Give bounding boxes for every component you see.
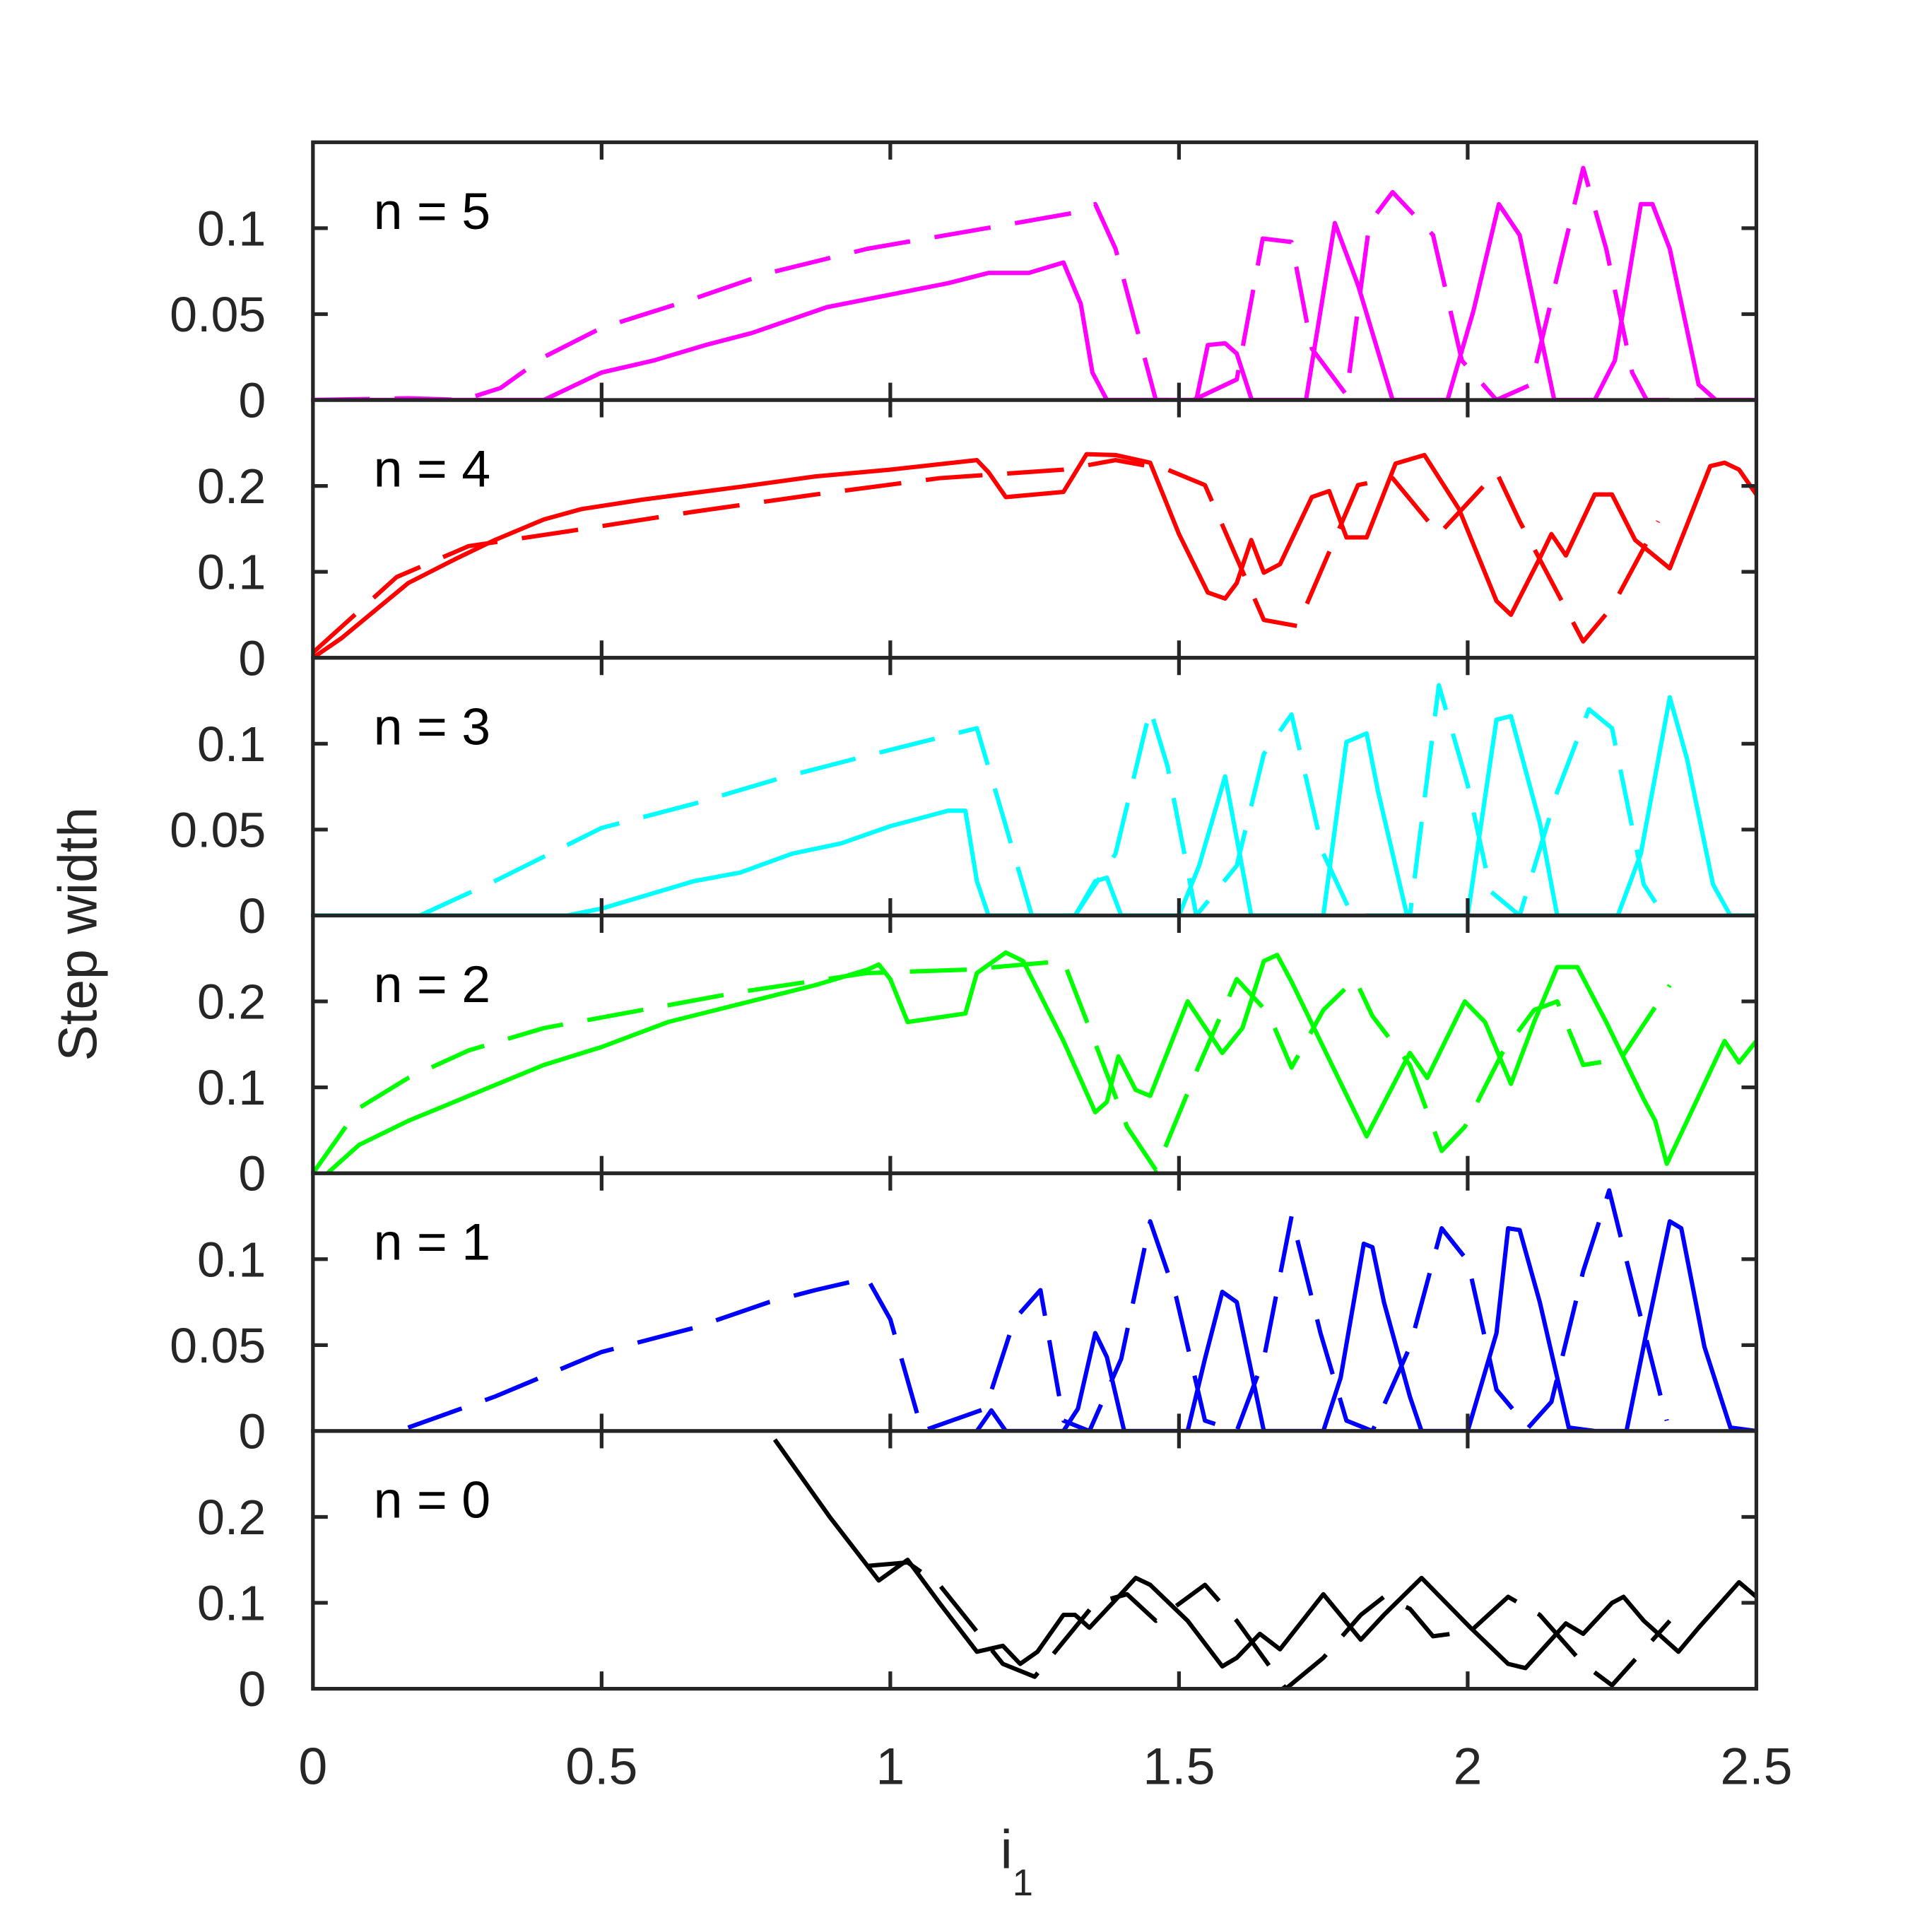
panel-label: n = 5 [374, 182, 491, 240]
panel-n1: 0 0.05 0.1 n = 1 [170, 1171, 1759, 1459]
y-tick-label: 0.2 [197, 459, 266, 514]
panel-n5: 0 0.05 0.1 n = 5 [170, 140, 1759, 428]
x-axis-label-subscript: 1 [1013, 1862, 1033, 1904]
y-tick-label: 0.2 [197, 1490, 266, 1545]
panel-n4: 0 0.1 0.2 n = 4 [197, 398, 1759, 685]
panel-label: n = 4 [374, 440, 491, 498]
solid-series-line [974, 1219, 1757, 1431]
dashed-series-line [312, 457, 1661, 654]
y-tick-label: 0.05 [170, 287, 266, 342]
solid-series-line [312, 201, 1757, 401]
y-tick-label: 0 [238, 1661, 266, 1717]
panel-frame [311, 1429, 1759, 1691]
solid-series-line [312, 452, 1757, 658]
dashed-series-line [312, 958, 1672, 1174]
panel-frame [311, 398, 1759, 660]
panel-n3: 0 0.05 0.1 n = 3 [170, 656, 1759, 943]
y-tick-label: 0.1 [197, 201, 266, 256]
panel-label: n = 3 [374, 697, 491, 755]
y-tick-label: 0 [238, 373, 266, 428]
y-tick-label: 0.05 [170, 1318, 266, 1373]
x-tick-label: 0.5 [565, 1736, 637, 1795]
y-tick-label: 0 [238, 630, 266, 685]
y-tick-label: 0.1 [197, 1232, 266, 1287]
dashed-series-line [407, 1188, 1669, 1431]
y-tick-label: 0 [238, 1404, 266, 1459]
panel-label: n = 0 [374, 1470, 491, 1529]
panel-frame [311, 656, 1759, 918]
y-axis-label: Step width [48, 807, 109, 1061]
dashed-series-line [866, 1560, 1672, 1689]
panel-n0: 0 0.1 0.2 n = 0 [197, 1429, 1759, 1717]
y-tick-label: 0 [238, 1146, 266, 1201]
y-tick-label: 0.1 [197, 717, 266, 772]
panel-frame [311, 913, 1759, 1175]
x-tick-label: 2.5 [1720, 1736, 1792, 1795]
dashed-series-line [418, 683, 1666, 916]
x-tick-label: 0 [298, 1736, 327, 1795]
panel-label: n = 1 [374, 1213, 491, 1271]
y-tick-label: 0.2 [197, 975, 266, 1030]
y-tick-label: 0.1 [197, 545, 266, 600]
panel-n2: 0 0.1 0.2 n = 2 [197, 913, 1759, 1201]
x-tick-label: 1.5 [1143, 1736, 1215, 1795]
x-tick-label: 2 [1453, 1736, 1482, 1795]
x-tick-label: 1 [876, 1736, 905, 1795]
x-axis-label: i1 [1001, 1819, 1033, 1904]
y-tick-label: 0.1 [197, 1576, 266, 1631]
y-tick-label: 0 [238, 888, 266, 943]
solid-series-line [326, 950, 1757, 1174]
y-tick-label: 0.05 [170, 802, 266, 857]
y-tick-label: 0.1 [197, 1060, 266, 1115]
panel-label: n = 2 [374, 955, 491, 1013]
dashed-series-line [312, 165, 1757, 401]
solid-series-line [772, 1438, 1757, 1671]
solid-series-line [312, 695, 1757, 916]
